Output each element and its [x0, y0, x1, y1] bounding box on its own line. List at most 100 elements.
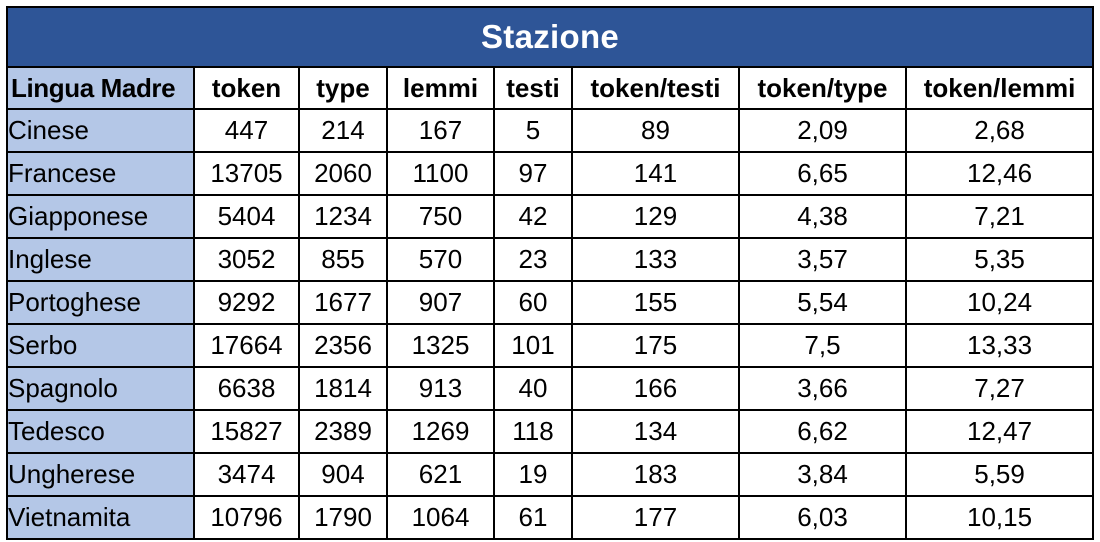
cell-type: 904: [298, 452, 388, 497]
cell-token-testi: 183: [571, 452, 740, 497]
cell-token-lemmi: 5,59: [904, 452, 1095, 497]
cell-token-lemmi: 10,24: [904, 280, 1095, 325]
table-title: Stazione: [5, 6, 1095, 68]
cell-type: 2356: [298, 323, 388, 368]
cell-token-lemmi: 2,68: [904, 108, 1095, 153]
header-row: Lingua Madre token type lemmi testi toke…: [6, 66, 1095, 110]
cell-lemmi: 907: [386, 280, 495, 325]
language-cell: Tedesco: [6, 409, 195, 454]
cell-testi: 97: [493, 151, 573, 196]
cell-type: 1677: [298, 280, 388, 325]
column-header-testi: testi: [493, 66, 573, 110]
stazione-table: Stazione Lingua Madre token type lemmi t…: [5, 6, 1095, 540]
cell-type: 1234: [298, 194, 388, 239]
table-row: Giapponese 5404 1234 750 42 129 4,38 7,21: [6, 194, 1095, 239]
column-header-type: type: [298, 66, 388, 110]
cell-token-testi: 177: [571, 495, 740, 540]
table-row: Portoghese 9292 1677 907 60 155 5,54 10,24: [6, 280, 1095, 325]
language-cell: Cinese: [6, 108, 195, 153]
cell-testi: 61: [493, 495, 573, 540]
cell-token: 17664: [193, 323, 300, 368]
cell-type: 1814: [298, 366, 388, 411]
cell-testi: 19: [493, 452, 573, 497]
cell-testi: 40: [493, 366, 573, 411]
column-header-token: token: [193, 66, 300, 110]
cell-lemmi: 750: [386, 194, 495, 239]
language-cell: Francese: [6, 151, 195, 196]
cell-type: 855: [298, 237, 388, 282]
cell-token-type: 5,54: [738, 280, 907, 325]
cell-token-lemmi: 13,33: [904, 323, 1095, 368]
language-cell: Ungherese: [6, 452, 195, 497]
cell-token: 3052: [193, 237, 300, 282]
cell-type: 1790: [298, 495, 388, 540]
cell-token-lemmi: 5,35: [904, 237, 1095, 282]
column-header-lingua-madre: Lingua Madre: [6, 66, 195, 110]
cell-token-type: 4,38: [738, 194, 907, 239]
cell-token-testi: 134: [571, 409, 740, 454]
cell-token-type: 2,09: [738, 108, 907, 153]
table-row: Vietnamita 10796 1790 1064 61 177 6,03 10,15: [6, 495, 1095, 540]
table-row: Serbo 17664 2356 1325 101 175 7,5 13,33: [6, 323, 1095, 368]
language-cell: Giapponese: [6, 194, 195, 239]
cell-token-type: 6,03: [738, 495, 907, 540]
table-row: Tedesco 15827 2389 1269 118 134 6,62 12,47: [6, 409, 1095, 454]
table-body: Stazione Lingua Madre token type lemmi t…: [5, 6, 1095, 540]
cell-token-type: 3,57: [738, 237, 907, 282]
cell-token-testi: 166: [571, 366, 740, 411]
table-row: Inglese 3052 855 570 23 133 3,57 5,35: [6, 237, 1095, 282]
cell-lemmi: 1269: [386, 409, 495, 454]
cell-token: 9292: [193, 280, 300, 325]
language-cell: Spagnolo: [6, 366, 195, 411]
cell-token-testi: 133: [571, 237, 740, 282]
cell-token: 3474: [193, 452, 300, 497]
table-row: Spagnolo 6638 1814 913 40 166 3,66 7,27: [6, 366, 1095, 411]
cell-token-lemmi: 7,27: [904, 366, 1095, 411]
cell-token-type: 7,5: [738, 323, 907, 368]
cell-lemmi: 1064: [386, 495, 495, 540]
cell-lemmi: 913: [386, 366, 495, 411]
cell-lemmi: 1325: [386, 323, 495, 368]
cell-lemmi: 570: [386, 237, 495, 282]
cell-token-testi: 129: [571, 194, 740, 239]
cell-token-type: 6,62: [738, 409, 907, 454]
cell-token-lemmi: 12,46: [904, 151, 1095, 196]
cell-lemmi: 1100: [386, 151, 495, 196]
cell-testi: 118: [493, 409, 573, 454]
cell-token-lemmi: 10,15: [904, 495, 1095, 540]
cell-type: 2389: [298, 409, 388, 454]
cell-type: 2060: [298, 151, 388, 196]
cell-token: 15827: [193, 409, 300, 454]
title-row: Stazione: [5, 6, 1095, 68]
cell-testi: 101: [493, 323, 573, 368]
cell-token-type: 6,65: [738, 151, 907, 196]
column-header-lemmi: lemmi: [386, 66, 495, 110]
cell-token-lemmi: 7,21: [904, 194, 1095, 239]
cell-token-testi: 175: [571, 323, 740, 368]
cell-token-type: 3,84: [738, 452, 907, 497]
language-cell: Inglese: [6, 237, 195, 282]
cell-type: 214: [298, 108, 388, 153]
table-row: Ungherese 3474 904 621 19 183 3,84 5,59: [6, 452, 1095, 497]
language-cell: Vietnamita: [6, 495, 195, 540]
cell-token-type: 3,66: [738, 366, 907, 411]
cell-testi: 23: [493, 237, 573, 282]
cell-token: 10796: [193, 495, 300, 540]
cell-testi: 60: [493, 280, 573, 325]
cell-token: 5404: [193, 194, 300, 239]
table-row: Francese 13705 2060 1100 97 141 6,65 12,46: [6, 151, 1095, 196]
column-header-token-lemmi: token/lemmi: [904, 66, 1095, 110]
cell-token: 13705: [193, 151, 300, 196]
cell-token-testi: 89: [571, 108, 740, 153]
column-header-token-type: token/type: [738, 66, 907, 110]
cell-token-lemmi: 12,47: [904, 409, 1095, 454]
cell-testi: 42: [493, 194, 573, 239]
cell-token-testi: 155: [571, 280, 740, 325]
cell-token-testi: 141: [571, 151, 740, 196]
cell-lemmi: 621: [386, 452, 495, 497]
cell-lemmi: 167: [386, 108, 495, 153]
cell-testi: 5: [493, 108, 573, 153]
language-cell: Serbo: [6, 323, 195, 368]
table-row: Cinese 447 214 167 5 89 2,09 2,68: [6, 108, 1095, 153]
cell-token: 447: [193, 108, 300, 153]
